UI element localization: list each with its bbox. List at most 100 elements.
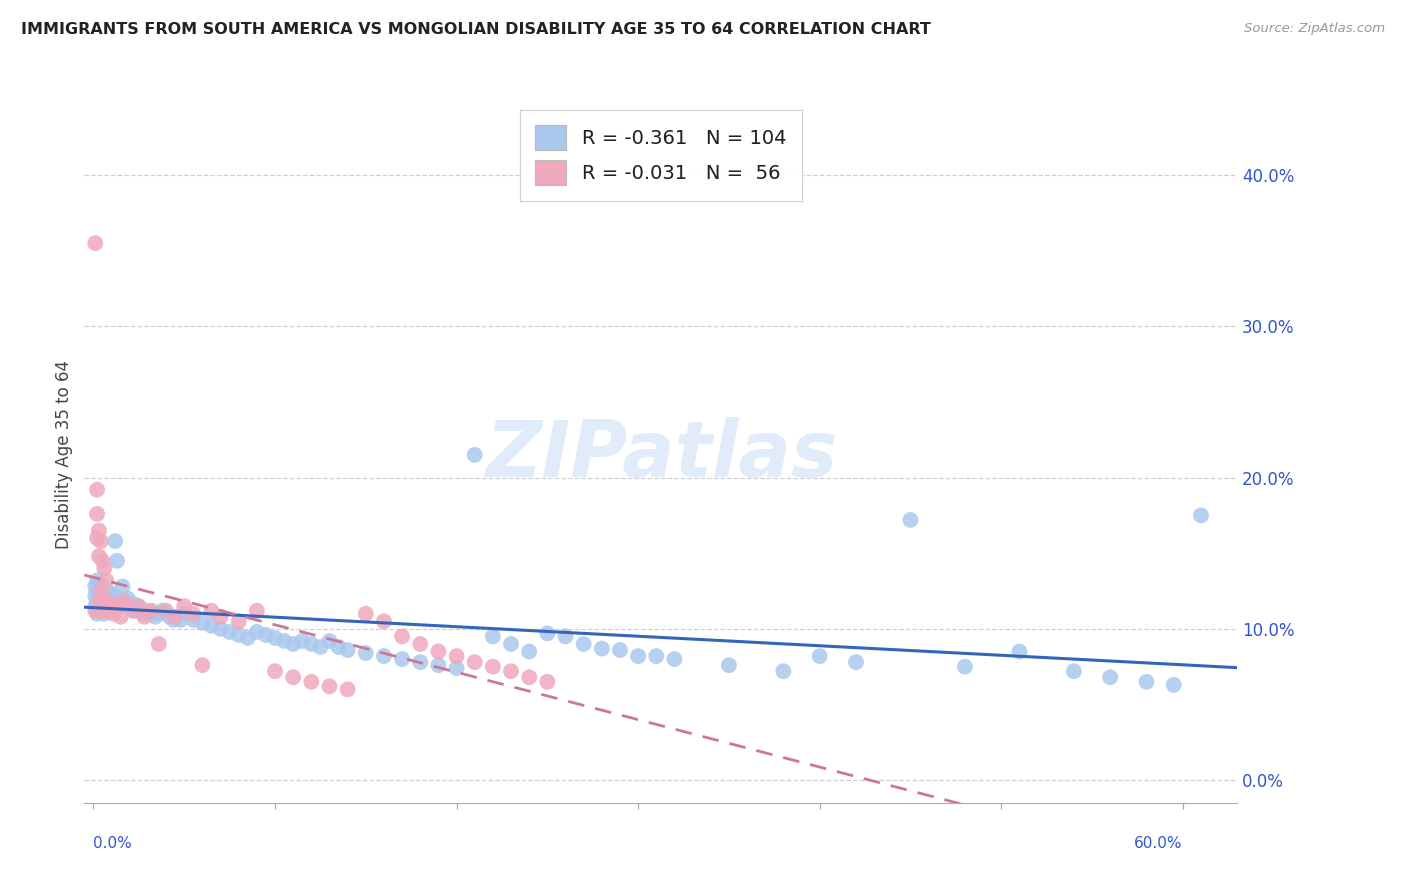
Point xyxy=(100,591,122,606)
Point xyxy=(181,607,204,621)
Point xyxy=(98,599,121,614)
Point xyxy=(104,599,127,614)
Point xyxy=(181,613,204,627)
Point xyxy=(86,584,108,599)
Point xyxy=(155,607,177,621)
Point xyxy=(228,615,250,629)
Point xyxy=(309,640,332,654)
Point xyxy=(84,604,107,618)
Point xyxy=(90,600,112,615)
Point xyxy=(159,609,181,624)
Point xyxy=(152,604,174,618)
Point xyxy=(953,659,976,673)
Point xyxy=(264,664,287,678)
Point xyxy=(499,664,522,678)
Point xyxy=(517,670,540,684)
Point xyxy=(93,598,115,612)
Text: Source: ZipAtlas.com: Source: ZipAtlas.com xyxy=(1244,22,1385,36)
Point xyxy=(117,599,139,614)
Point xyxy=(464,448,486,462)
Point xyxy=(97,594,120,608)
Point xyxy=(90,585,112,599)
Point xyxy=(100,604,122,618)
Point xyxy=(90,534,112,549)
Point xyxy=(148,637,170,651)
Point xyxy=(166,609,188,624)
Point xyxy=(1135,674,1157,689)
Point xyxy=(209,609,232,624)
Point xyxy=(86,574,108,588)
Point xyxy=(264,631,287,645)
Point xyxy=(254,628,277,642)
Text: ZIPatlas: ZIPatlas xyxy=(485,417,837,493)
Point xyxy=(209,622,232,636)
Point xyxy=(115,598,138,612)
Point xyxy=(129,604,152,618)
Point xyxy=(554,629,576,643)
Point xyxy=(283,637,305,651)
Point xyxy=(1189,508,1212,523)
Point xyxy=(427,644,450,658)
Point xyxy=(354,646,377,660)
Point xyxy=(391,652,413,666)
Point xyxy=(111,580,134,594)
Point xyxy=(464,655,486,669)
Point xyxy=(354,607,377,621)
Point xyxy=(173,607,195,621)
Point xyxy=(103,599,125,614)
Point xyxy=(118,599,141,614)
Point xyxy=(373,649,395,664)
Point xyxy=(191,615,214,630)
Point xyxy=(97,589,120,603)
Point xyxy=(94,591,117,606)
Point xyxy=(108,599,131,614)
Point xyxy=(87,549,110,564)
Point xyxy=(1063,664,1085,678)
Point xyxy=(173,599,195,614)
Point xyxy=(84,236,107,251)
Point xyxy=(299,637,322,651)
Point xyxy=(373,615,395,629)
Point xyxy=(87,524,110,538)
Point xyxy=(143,609,166,624)
Point xyxy=(336,643,359,657)
Point xyxy=(90,594,112,608)
Point xyxy=(98,585,121,599)
Point xyxy=(499,637,522,651)
Point xyxy=(86,483,108,497)
Point xyxy=(87,582,110,597)
Point xyxy=(93,561,115,575)
Point xyxy=(391,629,413,643)
Point xyxy=(91,604,114,618)
Point xyxy=(94,604,117,618)
Point xyxy=(87,576,110,591)
Point xyxy=(91,594,114,608)
Y-axis label: Disability Age 35 to 64: Disability Age 35 to 64 xyxy=(55,360,73,549)
Point xyxy=(141,607,163,621)
Legend: R = -0.361   N = 104, R = -0.031   N =  56: R = -0.361 N = 104, R = -0.031 N = 56 xyxy=(520,110,801,201)
Point xyxy=(93,589,115,603)
Point xyxy=(94,600,117,615)
Point xyxy=(93,607,115,621)
Point xyxy=(86,507,108,521)
Point xyxy=(110,591,132,606)
Point xyxy=(664,652,686,666)
Point xyxy=(645,649,668,664)
Point xyxy=(191,658,214,673)
Point xyxy=(808,649,831,664)
Point xyxy=(90,584,112,599)
Point xyxy=(446,661,468,675)
Point xyxy=(609,643,631,657)
Point xyxy=(318,679,340,693)
Point xyxy=(90,576,112,591)
Point xyxy=(1099,670,1122,684)
Point xyxy=(409,655,432,669)
Point xyxy=(84,599,107,614)
Point xyxy=(283,670,305,684)
Point xyxy=(162,613,184,627)
Point xyxy=(86,531,108,545)
Point xyxy=(427,658,450,673)
Text: 60.0%: 60.0% xyxy=(1135,836,1182,851)
Point xyxy=(84,589,107,603)
Point xyxy=(136,604,159,618)
